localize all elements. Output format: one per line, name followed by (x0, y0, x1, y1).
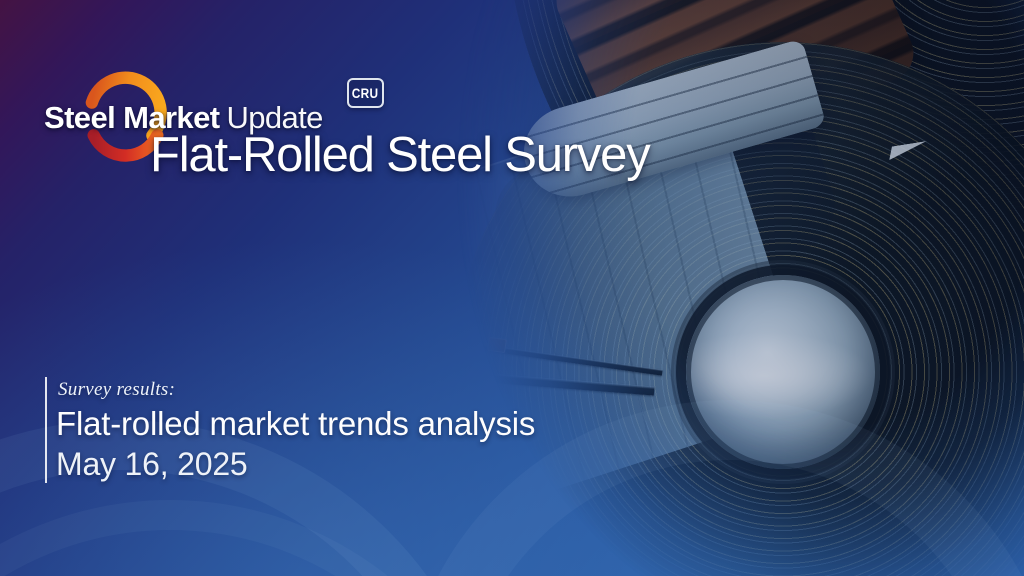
footer-date: May 16, 2025 (56, 446, 248, 482)
cru-badge-label: CRU (352, 85, 379, 101)
footer-headline: Flat-rolled market trends analysis (56, 405, 536, 442)
footer-kicker: Survey results: (58, 379, 176, 400)
blue-tint-overlay (390, 0, 1024, 576)
brand-secondary: Update (226, 100, 323, 135)
smu-logo-swoosh-icon (85, 71, 167, 162)
brand-primary: Steel Market (44, 100, 220, 135)
footer-vertical-rule (45, 377, 47, 483)
steel-coils-photo (304, 0, 1024, 576)
slide-title: Flat-Rolled Steel Survey (150, 128, 651, 182)
cru-badge: CRU (347, 78, 384, 108)
brand-wordmark: Steel Market Update (44, 100, 323, 135)
